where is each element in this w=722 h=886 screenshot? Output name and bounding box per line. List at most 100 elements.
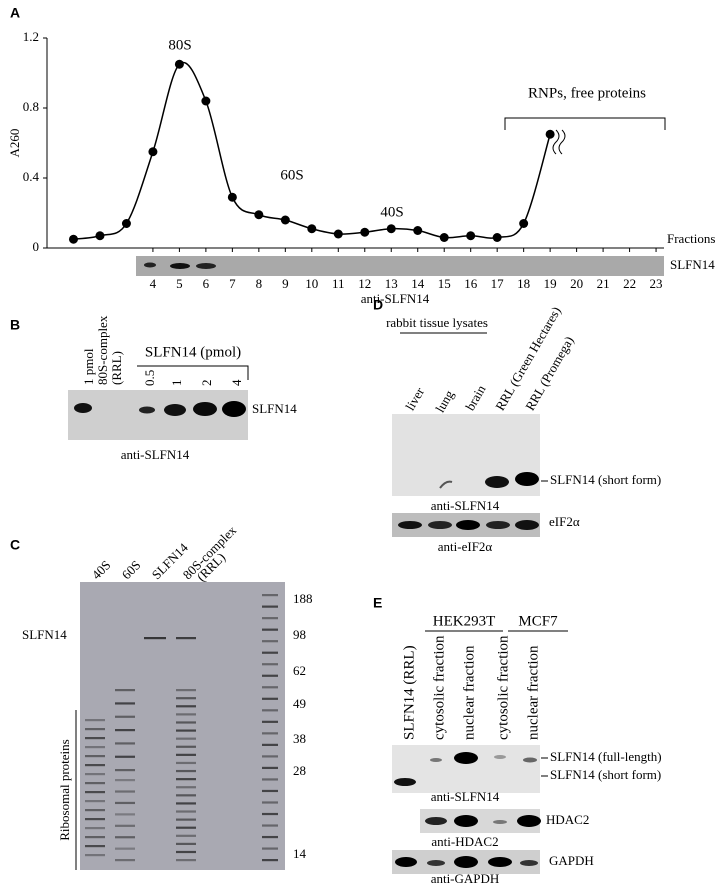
gel-band: [85, 737, 105, 740]
gel-band: [115, 769, 135, 772]
antibody-label: anti-SLFN14: [431, 498, 500, 513]
blot-band: [428, 521, 452, 529]
gel-band: [262, 674, 278, 677]
blot-band: [485, 476, 509, 488]
blot: [68, 390, 248, 440]
point: [307, 224, 317, 234]
band-label: SLFN14: [22, 627, 67, 642]
marker-label: 14: [293, 846, 307, 861]
gel-band: [144, 637, 166, 640]
blot-band: [139, 406, 155, 414]
gel-band: [262, 766, 278, 770]
band-label: SLFN14 (short form): [550, 767, 661, 782]
gel-band: [262, 697, 278, 700]
point: [201, 96, 211, 106]
lane-label: brain: [462, 382, 489, 413]
lane-label: nuclear fraction: [461, 645, 477, 740]
x-tick-label: 18: [517, 276, 530, 291]
gel-band: [262, 651, 278, 654]
x-tick-label: 4: [150, 276, 157, 291]
blot-band: [193, 402, 217, 416]
point: [254, 210, 264, 220]
gel: [80, 582, 285, 870]
y-tick-label: 0.4: [23, 169, 40, 184]
gel-band: [262, 789, 278, 793]
gel-band: [176, 721, 196, 724]
gel-band: [85, 809, 105, 812]
band-label: SLFN14 (short form): [550, 472, 661, 487]
blot-band: [222, 401, 246, 417]
gel-band: [262, 594, 278, 597]
lane-label: 0.5: [142, 370, 157, 386]
x-tick-label: 19: [544, 276, 557, 291]
antibody-label: anti-GAPDH: [431, 871, 500, 886]
lane-label: 60S: [119, 557, 144, 582]
lane-label: cytosolic fraction: [431, 635, 447, 740]
band-label: SLFN14 (full-length): [550, 749, 662, 764]
line: [73, 61, 551, 240]
x-tick-label: 8: [256, 276, 263, 291]
gel-band: [262, 617, 278, 620]
antibody-label: anti-eIF2α: [438, 539, 493, 554]
blot-band: [515, 520, 539, 530]
x-tick-label: 15: [438, 276, 451, 291]
gel-band: [262, 755, 278, 758]
x-tick-label: 16: [464, 276, 478, 291]
lane-label: 1: [169, 380, 184, 387]
gel-band: [262, 847, 278, 850]
point: [68, 234, 78, 244]
gel-band: [262, 835, 278, 839]
group-label: rabbit tissue lysates: [386, 315, 488, 330]
point: [148, 147, 158, 157]
blot-band: [517, 815, 541, 827]
point: [95, 231, 105, 241]
gel-band: [85, 746, 105, 749]
gel-band: [115, 779, 135, 782]
x-tick-label: 14: [411, 276, 425, 291]
gel-band: [262, 824, 278, 827]
x-tick-label: 23: [650, 276, 663, 291]
gel-band: [115, 715, 135, 718]
gel-band: [176, 737, 196, 740]
gel-band: [176, 850, 196, 854]
x-axis-label: Fractions: [667, 231, 715, 246]
gel-band: [262, 801, 278, 804]
gel-band: [115, 729, 135, 732]
lane-label: 80S-complex: [95, 315, 110, 385]
gel-band: [176, 637, 196, 640]
gel-band: [176, 802, 196, 805]
blot-band: [493, 820, 507, 824]
gel-band: [262, 778, 278, 781]
gel-band: [176, 713, 196, 716]
gel-band: [262, 732, 278, 735]
marker-labels: 188 98 62 49 38 28 14: [293, 591, 313, 861]
point: [386, 224, 396, 234]
gel-band: [262, 640, 278, 643]
annotation: 60S: [280, 167, 303, 183]
gel-band: [176, 859, 196, 862]
gel-band: [85, 719, 105, 722]
blot-band: [74, 403, 92, 413]
bracket: [137, 365, 249, 380]
lane-label: lung: [432, 387, 457, 415]
blot-band: [144, 262, 156, 268]
marker-label: 188: [293, 591, 313, 606]
x-tick-label: 13: [385, 276, 398, 291]
gel-band: [176, 761, 196, 765]
gel-band: [262, 709, 278, 712]
gel-band: [176, 769, 196, 773]
lane-label: 1 pmol: [81, 348, 96, 385]
point: [439, 233, 449, 242]
x-tick-label: 21: [597, 276, 610, 291]
group-label: SLFN14 (pmol): [145, 344, 241, 360]
band-label: HDAC2: [546, 812, 589, 827]
gel-band: [85, 764, 105, 767]
gel-band: [176, 753, 196, 756]
blot-band: [494, 755, 506, 759]
lane-label: 40S: [89, 557, 114, 582]
y-tick-label: 1.2: [23, 29, 39, 44]
x-tick-label: 22: [623, 276, 636, 291]
lane-label: liver: [402, 384, 427, 413]
point: [280, 215, 290, 225]
